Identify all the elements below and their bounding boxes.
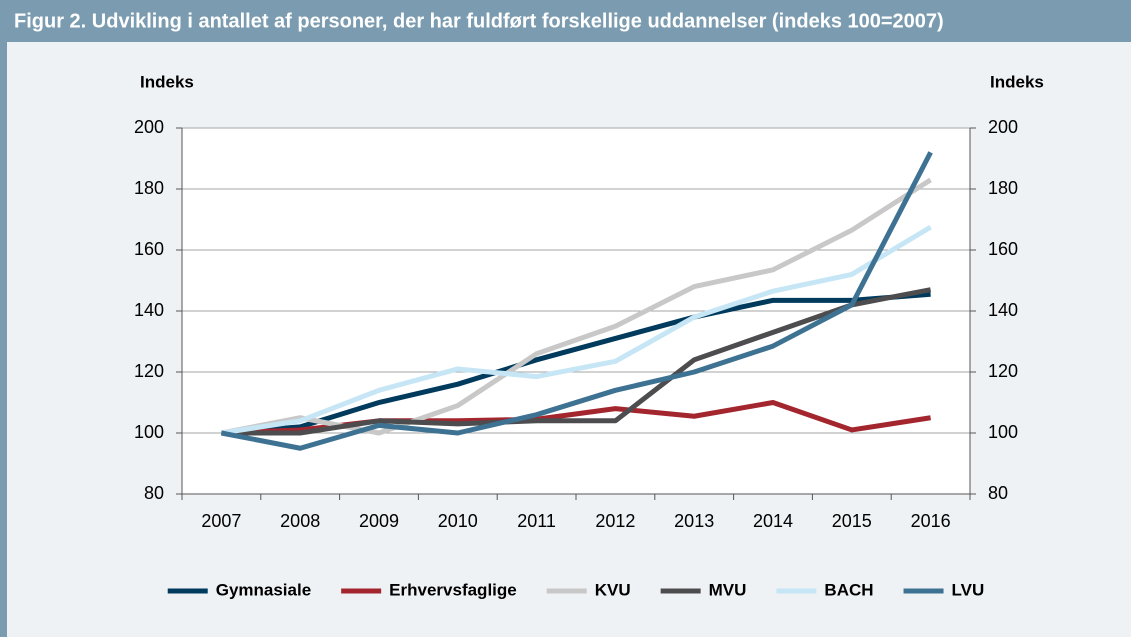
y-tick-label: 80 — [144, 483, 164, 503]
legend-label: KVU — [595, 580, 631, 599]
y2-tick-label: 80 — [988, 483, 1008, 503]
chart-title: Figur 2. Udvikling i antallet af persone… — [14, 10, 944, 32]
x-tick-label: 2010 — [438, 511, 478, 531]
x-tick-label: 2014 — [753, 511, 793, 531]
legend-label: Erhvervsfaglige — [389, 580, 517, 599]
line-series — [221, 287, 932, 436]
y2-tick-label: 100 — [988, 422, 1018, 442]
legend-label: Gymnasiale — [216, 580, 311, 599]
y-tick-label: 200 — [134, 117, 164, 137]
x-tick-label: 2013 — [674, 511, 714, 531]
x-tick-label: 2007 — [201, 511, 241, 531]
title-bar — [0, 0, 1131, 42]
x-tick-label: 2009 — [359, 511, 399, 531]
x-tick-label: 2008 — [280, 511, 320, 531]
left-border — [0, 0, 7, 637]
y2-tick-label: 200 — [988, 117, 1018, 137]
x-tick-label: 2012 — [595, 511, 635, 531]
line-series — [220, 151, 933, 451]
y2-tick-label: 140 — [988, 300, 1018, 320]
x-tick-label: 2016 — [911, 511, 951, 531]
y2-tick-label: 180 — [988, 178, 1018, 198]
y2-axis-label: Indeks — [990, 72, 1044, 91]
y-tick-label: 100 — [134, 422, 164, 442]
legend-label: MVU — [709, 580, 747, 599]
y2-tick-label: 120 — [988, 361, 1018, 381]
x-tick-label: 2015 — [832, 511, 872, 531]
line-series — [221, 224, 932, 436]
y-tick-label: 140 — [134, 300, 164, 320]
y-tick-label: 120 — [134, 361, 164, 381]
legend-label: BACH — [824, 580, 873, 599]
y-tick-label: 160 — [134, 239, 164, 259]
y2-tick-label: 160 — [988, 239, 1018, 259]
x-tick-label: 2011 — [517, 511, 556, 531]
y-tick-label: 180 — [134, 178, 164, 198]
line-series — [221, 291, 931, 436]
y-axis-label: Indeks — [140, 72, 194, 91]
legend-label: LVU — [952, 580, 985, 599]
